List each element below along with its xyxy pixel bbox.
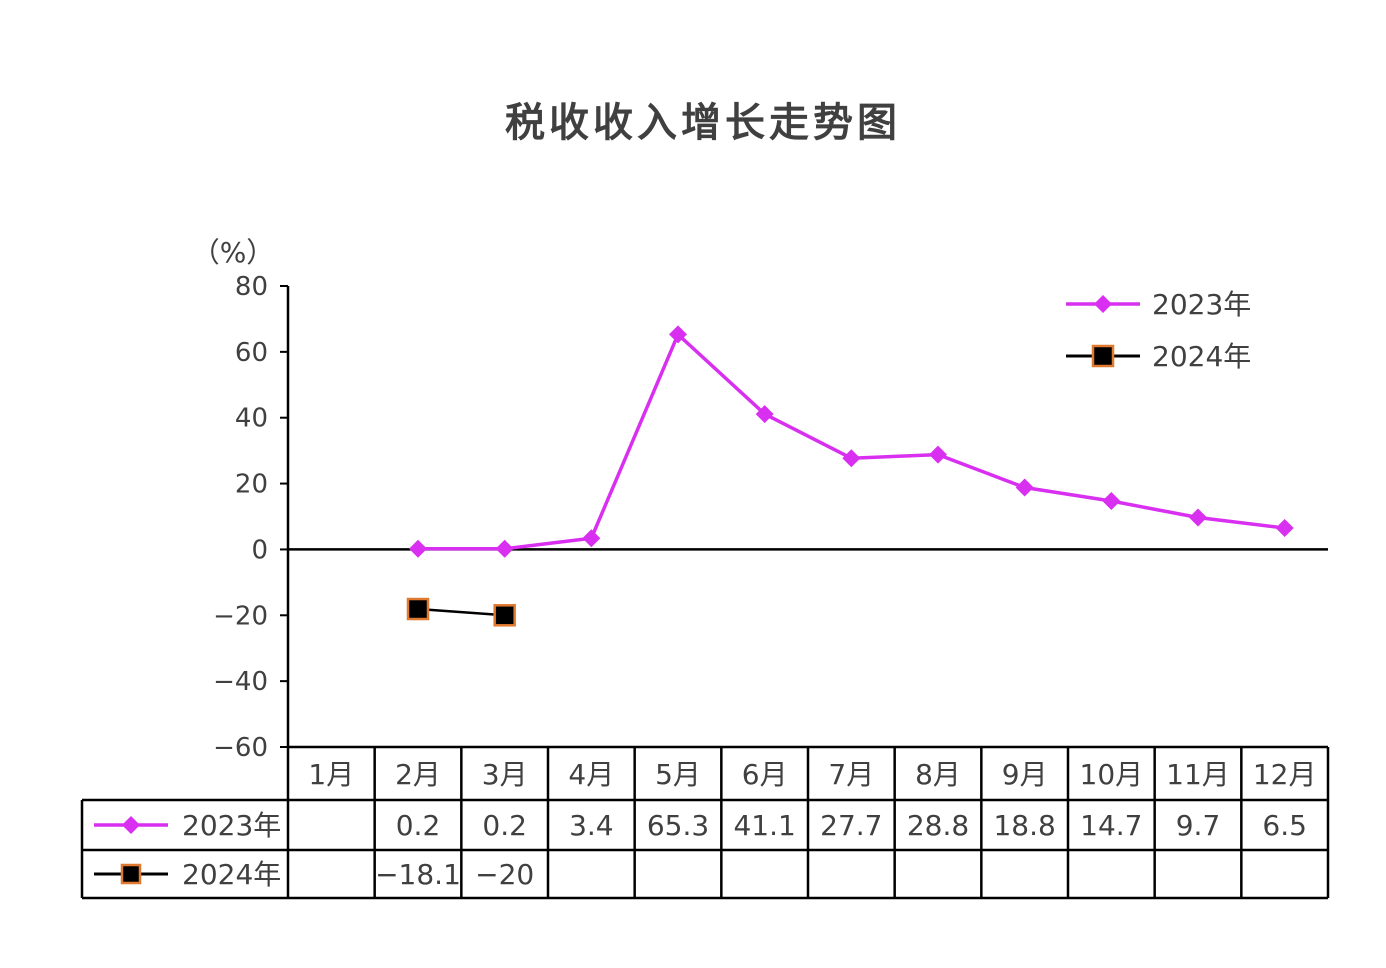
y-tick-label: −60 xyxy=(213,733,268,763)
data-point-2023 xyxy=(669,325,687,344)
data-point-2023 xyxy=(409,539,427,558)
x-tick-label: 5月 xyxy=(655,758,701,791)
table-cell-2024: −18.1 xyxy=(375,858,461,891)
table-cell-2023: 9.7 xyxy=(1176,809,1221,842)
table-cell-2023: 0.2 xyxy=(482,809,527,842)
x-tick-label: 12月 xyxy=(1253,758,1317,791)
data-point-2023 xyxy=(1275,519,1294,538)
data-point-2024 xyxy=(406,597,430,621)
y-axis-ticks: 80 60 40 20 0 −20 −40 −60 xyxy=(213,272,288,763)
table-key-marker-2023 xyxy=(122,816,140,834)
table-cell-2023: 6.5 xyxy=(1262,809,1307,842)
table-cell-2023: 27.7 xyxy=(820,809,882,842)
legend: 2023年 2024年 xyxy=(1066,288,1251,373)
y-tick-label: −40 xyxy=(213,667,268,697)
data-point-2023 xyxy=(1102,492,1121,511)
data-point-2023 xyxy=(582,529,601,548)
table-cell-2023: 18.8 xyxy=(993,809,1055,842)
y-axis-unit: （%） xyxy=(192,236,275,269)
legend-label-2024: 2024年 xyxy=(1152,340,1251,373)
table-key-marker-2024 xyxy=(120,863,142,885)
plot-area xyxy=(406,325,1294,627)
table-cell-2023: 28.8 xyxy=(907,809,969,842)
chart-title: 税收收入增长走势图 xyxy=(505,100,901,146)
table-row-label-2024: 2024年 xyxy=(182,858,281,891)
y-tick-label: 0 xyxy=(251,535,268,565)
y-tick-label: 80 xyxy=(235,272,268,302)
table-cell-2023: 0.2 xyxy=(396,809,441,842)
series-line-2024 xyxy=(417,607,505,617)
y-tick-label: 40 xyxy=(235,404,268,434)
legend-marker-2024 xyxy=(1091,344,1115,368)
table-row-label-2023: 2023年 xyxy=(182,809,281,842)
x-tick-label: 9月 xyxy=(1002,758,1048,791)
data-point-2023 xyxy=(755,405,774,424)
table-cell-2023: 41.1 xyxy=(733,809,795,842)
y-tick-label: −20 xyxy=(213,601,268,631)
data-point-2023 xyxy=(1015,478,1034,497)
data-table: 1月 2月 3月 4月 5月 6月 7月 8月 9月 10月 11月 12月 2023年 2024年 0.2… xyxy=(94,758,1316,891)
x-tick-label: 11月 xyxy=(1166,758,1230,791)
x-tick-label: 7月 xyxy=(828,758,874,791)
x-tick-label: 1月 xyxy=(308,758,354,791)
x-tick-label: 3月 xyxy=(482,758,528,791)
x-tick-label: 2月 xyxy=(395,758,441,791)
data-table-grid xyxy=(80,745,1330,900)
x-tick-label: 10月 xyxy=(1080,758,1144,791)
data-point-2023 xyxy=(929,445,947,464)
data-point-2023 xyxy=(842,449,861,468)
y-tick-label: 20 xyxy=(235,470,268,500)
data-point-2023 xyxy=(495,539,514,558)
table-cell-2023: 3.4 xyxy=(569,809,614,842)
data-point-2024 xyxy=(493,604,516,627)
table-cell-2023: 65.3 xyxy=(647,809,709,842)
table-cell-2023: 14.7 xyxy=(1080,809,1142,842)
data-point-2023 xyxy=(1189,508,1207,527)
x-tick-label: 6月 xyxy=(742,758,788,791)
legend-marker-2023 xyxy=(1094,295,1112,313)
y-tick-label: 60 xyxy=(235,338,268,368)
x-tick-label: 8月 xyxy=(915,758,961,791)
x-tick-label: 4月 xyxy=(568,758,614,791)
legend-label-2023: 2023年 xyxy=(1152,288,1251,321)
table-cell-2024: −20 xyxy=(475,858,534,891)
